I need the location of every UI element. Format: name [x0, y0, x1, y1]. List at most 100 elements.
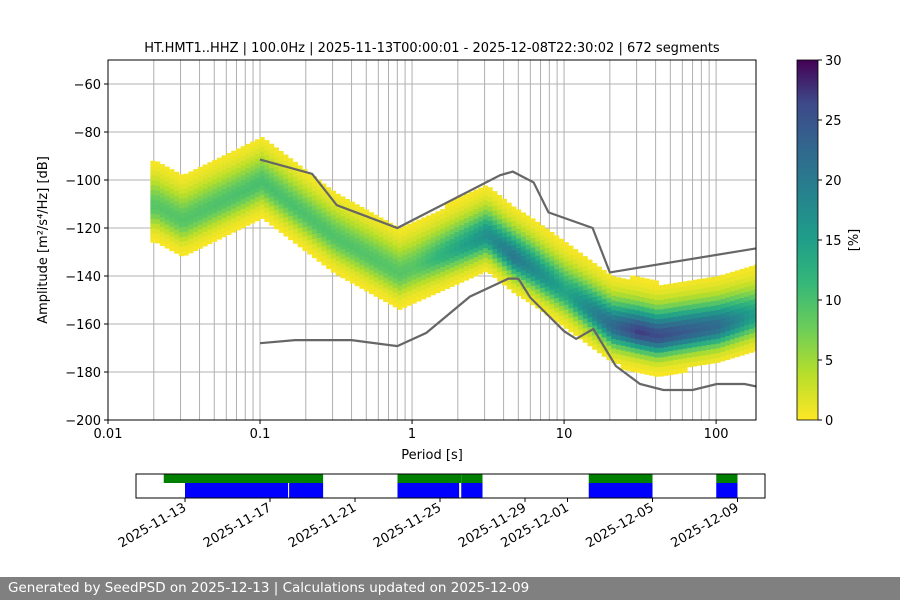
ppsd-cell: [644, 283, 650, 289]
ppsd-cell: [501, 227, 507, 233]
ppsd-cell: [449, 228, 455, 235]
ppsd-cell: [212, 212, 218, 218]
ppsd-cell: [269, 158, 275, 164]
ppsd-cell: [739, 292, 745, 299]
ppsd-cell: [345, 275, 351, 281]
ppsd-cell: [720, 308, 726, 314]
ppsd-cell: [577, 324, 583, 330]
ppsd-cell: [653, 323, 660, 329]
ppsd-cell: [729, 310, 736, 316]
ppsd-cell: [245, 211, 251, 217]
ppsd-cell: [729, 334, 736, 340]
ppsd-cell: [625, 332, 631, 338]
ppsd-cell: [615, 296, 622, 302]
ppsd-cell: [387, 294, 393, 300]
ppsd-cell: [231, 193, 237, 200]
ppsd-cell: [615, 277, 622, 283]
ppsd-cell: [544, 252, 550, 258]
ppsd-cell: [753, 279, 756, 285]
ppsd-cell: [378, 241, 384, 247]
ppsd-cell: [392, 249, 398, 255]
ppsd-cell: [587, 336, 593, 342]
footer-text: Generated by SeedPSD on 2025-12-13 | Cal…: [8, 580, 530, 596]
ppsd-cell: [364, 233, 370, 239]
ppsd-cell: [492, 210, 498, 216]
ppsd-cell: [696, 279, 702, 285]
ppsd-cell: [696, 288, 702, 294]
ppsd-cell: [197, 176, 203, 182]
ppsd-cell: [506, 269, 512, 275]
colorbar-tick-label: 25: [825, 114, 842, 129]
ppsd-cell: [554, 316, 560, 323]
ppsd-cell: [240, 150, 246, 157]
ppsd-cell: [739, 340, 745, 347]
ppsd-cell: [240, 174, 246, 181]
ppsd-cell: [696, 341, 702, 347]
ppsd-cell: [634, 324, 641, 330]
ppsd-cell: [406, 262, 412, 268]
ppsd-cell: [554, 288, 560, 294]
ppsd-cell: [630, 299, 636, 305]
ppsd-cell: [582, 275, 588, 281]
ppsd-cell: [478, 269, 484, 275]
ppsd-cell: [454, 274, 460, 280]
ppsd-cell: [174, 243, 180, 249]
ppsd-cell: [193, 188, 199, 194]
ppsd-cell: [715, 324, 721, 330]
ppsd-cell: [330, 257, 336, 264]
ppsd-cell: [273, 180, 279, 187]
ppsd-cell: [197, 195, 203, 201]
ppsd-cell: [677, 296, 683, 302]
ppsd-cell: [463, 227, 469, 233]
ppsd-cell: [706, 282, 712, 288]
ppsd-cell: [544, 267, 550, 273]
ppsd-cell: [250, 184, 256, 190]
ppsd-cell: [682, 305, 688, 311]
ppsd-cell: [573, 301, 579, 307]
ppsd-cell: [687, 299, 693, 305]
ppsd-cell: [212, 193, 218, 199]
ppsd-cell: [653, 371, 660, 377]
ppsd-cell: [544, 300, 550, 306]
ppsd-cell: [164, 205, 170, 211]
ppsd-cell: [558, 238, 564, 244]
ppsd-cell: [397, 227, 403, 234]
ppsd-cell: [435, 230, 441, 236]
ppsd-cell: [259, 208, 265, 215]
ppsd-cell: [753, 293, 756, 299]
ppsd-cell: [649, 289, 655, 295]
ppsd-cell: [487, 211, 493, 217]
ppsd-cell: [644, 312, 650, 318]
ppsd-cell: [658, 352, 664, 358]
ppsd-cell: [592, 291, 598, 297]
ppsd-cell: [620, 307, 626, 313]
ppsd-cell: [663, 361, 669, 367]
ppsd-cell: [677, 315, 683, 321]
ppsd-cell: [430, 266, 436, 272]
ppsd-cell: [188, 224, 194, 230]
ppsd-cell: [535, 298, 541, 304]
ppsd-cell: [691, 299, 698, 305]
ppsd-cell: [459, 272, 465, 278]
ppsd-cell: [207, 200, 213, 206]
ppsd-cell: [630, 313, 636, 319]
ppsd-cell: [687, 333, 693, 339]
ppsd-cell: [511, 216, 517, 222]
ppsd-cell: [383, 244, 389, 250]
ppsd-cell: [478, 216, 484, 222]
ppsd-cell: [582, 299, 588, 305]
ppsd-cell: [596, 290, 603, 296]
ppsd-cell: [326, 201, 332, 207]
ppsd-cell: [231, 189, 237, 195]
ppsd-cell: [687, 323, 693, 329]
ppsd-cell: [563, 251, 569, 257]
ppsd-cell: [573, 273, 579, 279]
ppsd-cell: [634, 305, 641, 311]
ppsd-cell: [573, 263, 579, 269]
ppsd-cell: [440, 218, 446, 224]
ppsd-cell: [620, 345, 626, 351]
ppsd-cell: [197, 234, 203, 240]
ppsd-cell: [202, 188, 208, 194]
ppsd-cell: [245, 172, 251, 178]
ppsd-cell: [269, 210, 275, 217]
